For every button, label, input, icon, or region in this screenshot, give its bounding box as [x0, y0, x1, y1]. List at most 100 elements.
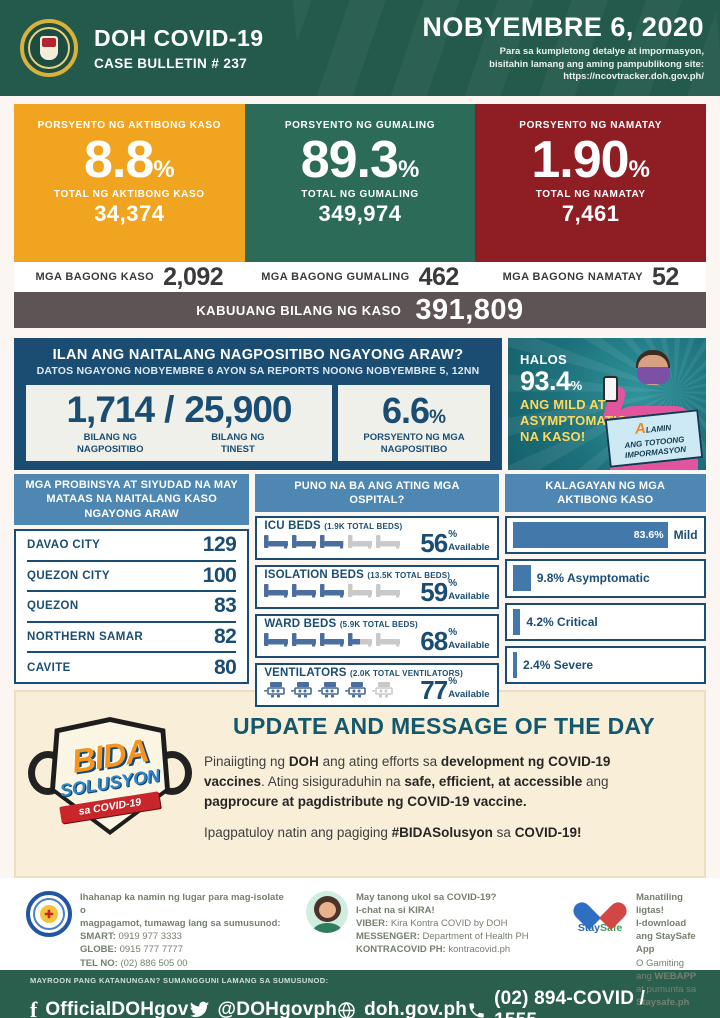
- alamin-badge: ALAMIN ANG TOTOONG IMPORMASYON: [604, 409, 704, 468]
- twitter-link[interactable]: @DOHgovph: [189, 999, 338, 1018]
- bida-solusyon-logo: BIDA SOLUSYON sa COVID-19: [26, 709, 194, 859]
- card-sublabel: TOTAL NG GUMALING: [301, 188, 419, 200]
- active-status-panel: KALAGAYAN NG MGA AKTIBONG KASO 83.6% Mil…: [504, 474, 706, 684]
- face-mask: [637, 367, 670, 384]
- staysafe-logo: StaySafe: [572, 891, 628, 970]
- globe-icon: [337, 1001, 356, 1018]
- table-row: QUEZON CITY 100: [27, 562, 237, 593]
- seal-shield-emblem: [42, 38, 56, 47]
- slash-divider: /: [164, 389, 175, 430]
- website-link[interactable]: doh.gov.ph: [337, 999, 467, 1018]
- ventilator-icons: [264, 682, 404, 700]
- availability-value: 59 % Available: [420, 577, 490, 607]
- card-sublabel: TOTAL NG NAMATAY: [535, 188, 646, 200]
- total-cases-label: KABUUANG BILANG NG KASO: [196, 302, 402, 318]
- bed-icons: [264, 584, 404, 602]
- availability-value: 56 % Available: [420, 528, 490, 558]
- one-hospital-command-logo: ✚: [26, 891, 72, 937]
- recovered-card: PORSYENTO NG GUMALING 89.3% TOTAL NG GUM…: [244, 104, 476, 262]
- hospital-capacity-header: PUNO NA BA ANG ATING MGA OSPITAL?: [255, 474, 499, 512]
- total-cases-value: 391,809: [415, 293, 524, 326]
- bulletin-title: DOH COVID-19: [94, 25, 264, 51]
- isolation-beds-row: ISOLATION BEDS (13.5K TOTAL BEDS) 59 % Av…: [255, 565, 499, 609]
- positives-tested-box: 1,714 BILANG NG NAGPOSITIBO / 25,900 BILA…: [26, 385, 332, 461]
- new-cases: MGA BAGONG KASO 2,092: [35, 262, 224, 291]
- banner-line: ANG MILD AT: [520, 396, 606, 412]
- card-subvalue: 7,461: [561, 200, 620, 226]
- icu-beds-row: ICU BEDS (1.9K TOTAL BEDS) 56 % Available: [255, 516, 499, 560]
- table-row: NORTHERN SAMAR 82: [27, 623, 237, 654]
- top-areas-panel: MGA PROBINSYA AT SIYUDAD NA MAY MATAAS N…: [14, 474, 250, 684]
- tracker-url-link[interactable]: https://ncovtracker.doh.gov.ph/: [563, 71, 704, 83]
- table-row: DAVAO CITY 129: [27, 531, 237, 562]
- total-cases-bar: KABUUANG BILANG NG KASO 391,809: [14, 292, 706, 328]
- banner-intro: HALOS: [520, 352, 567, 367]
- mild-asymptomatic-banner: HALOS 93.4% ANG MILD AT ASYMPTOMATIC NA …: [508, 338, 706, 470]
- card-label: PORSYENTO NG NAMATAY: [519, 120, 663, 131]
- top-areas-header: MGA PROBINSYA AT SIYUDAD NA MAY MATAAS N…: [14, 474, 250, 525]
- kira-channel: VIBER: Kira Kontra COVID by DOH: [356, 918, 508, 930]
- banner-line: ASYMPTOMATIC: [520, 412, 627, 428]
- header-note-line: bisitahin lamang ang aming pampublikong …: [489, 58, 704, 70]
- doh-seal-logo: [20, 19, 78, 77]
- header-note-line: Para sa kumpletong detalye at impormasyo…: [499, 45, 704, 57]
- card-sublabel: TOTAL NG AKTIBONG KASO: [54, 188, 205, 200]
- bulletin-date: NOBYEMBRE 6, 2020: [422, 11, 704, 42]
- active-status-header: KALAGAYAN NG MGA AKTIBONG KASO: [504, 474, 706, 512]
- kira-chatbot-block: May tanong ukol sa COVID-19? I-chat na s…: [306, 891, 558, 970]
- update-title: UPDATE AND MESSAGE OF THE DAY: [233, 713, 655, 740]
- new-recoveries: MGA BAGONG GUMALING 462: [261, 262, 459, 291]
- phone-illustration: [603, 376, 618, 402]
- contact-bar: MAYROON PANG KATANUNGAN? SUMANGGUNI LAMA…: [0, 970, 720, 1018]
- status-bar-asymptomatic: 9.8% Asymptomatic: [504, 559, 706, 598]
- positivity-rate-label: PORSYENTO NG MGA NAGPOSITIBO: [363, 432, 465, 455]
- footer-info: ✚ Ihahanap ka namin ng lugar para mag-is…: [0, 878, 720, 1008]
- kira-avatar: [306, 891, 348, 933]
- card-subvalue: 34,374: [94, 200, 165, 226]
- daily-counts-row: MGA BAGONG KASO 2,092 MGA BAGONG GUMALING…: [14, 262, 706, 292]
- phone-icon: [467, 1001, 486, 1018]
- card-value: 1.90%: [531, 131, 650, 189]
- deaths-card: PORSYENTO NG NAMATAY 1.90% TOTAL NG NAMA…: [475, 104, 707, 262]
- active-cases-card: PORSYENTO NG AKTIBONG KASO 8.8% TOTAL NG…: [14, 104, 245, 262]
- isolation-hotline-block: ✚ Ihahanap ka namin ng lugar para mag-is…: [26, 891, 292, 970]
- facebook-link[interactable]: f OfficialDOHgov: [30, 997, 189, 1018]
- card-label: PORSYENTO NG AKTIBONG KASO: [37, 120, 222, 131]
- staysafe-url-link[interactable]: at pumunta sa Staysafe.ph: [636, 983, 697, 1008]
- hotline-line: TEL NO: (02) 886 505 00: [80, 957, 188, 969]
- card-value: 89.3%: [300, 131, 420, 189]
- update-paragraph: Ipagpatuloy natin ang pagiging #BIDASolu…: [204, 825, 582, 841]
- positivity-panel: ILAN ANG NAITALANG NAGPOSITIBO NGAYONG A…: [14, 338, 502, 470]
- contact-bar-question: MAYROON PANG KATANUNGAN? SUMANGGUNI LAMA…: [30, 976, 329, 985]
- ventilators-row: VENTILATORS (2.0K TOTAL VENTILATORS) 77 …: [255, 663, 499, 707]
- card-subvalue: 349,974: [318, 200, 402, 226]
- table-row: QUEZON 83: [27, 592, 237, 623]
- seal-ring: [28, 27, 70, 69]
- availability-value: 68 % Available: [420, 626, 490, 656]
- bed-icons: [264, 535, 404, 553]
- hospital-capacity-panel: PUNO NA BA ANG ATING MGA OSPITAL? ICU BE…: [255, 474, 499, 707]
- status-bar-critical: 4.2% Critical: [504, 602, 706, 641]
- card-value: 8.8%: [84, 131, 175, 189]
- new-deaths: MGA BAGONG NAMATAY 52: [502, 262, 680, 291]
- positivity-rate-box: 6.6% PORSYENTO NG MGA NAGPOSITIBO: [338, 385, 490, 461]
- tested-value: 25,900: [184, 389, 292, 430]
- ward-beds-row: WARD BEDS (5.9K TOTAL BEDS) 68 % Availabl…: [255, 614, 499, 658]
- positives-label: BILANG NG NAGPOSITIBO: [77, 432, 144, 455]
- update-paragraph: Pinaiigting ng DOH ang ating efforts sa …: [204, 754, 611, 809]
- banner-percent: 93.4%: [520, 366, 582, 396]
- hotline-line: GLOBE: 0915 777 7777: [80, 944, 183, 956]
- top-areas-table: DAVAO CITY 129 QUEZON CITY 100 QUEZON 83 NO…: [14, 528, 250, 684]
- card-label: PORSYENTO NG GUMALING: [284, 120, 436, 131]
- kira-channel: KONTRACOVID PH: kontracovid.ph: [356, 944, 511, 956]
- header: DOH COVID-19 CASE BULLETIN # 237 NOBYEMB…: [0, 0, 720, 96]
- staysafe-block: StaySafe Manatiling ligtas! I-download a…: [572, 891, 700, 1008]
- kira-channel: MESSENGER: Department of Health PH: [356, 931, 529, 943]
- status-bar-severe: 2.4% Severe: [504, 645, 706, 684]
- update-message-box: BIDA SOLUSYON sa COVID-19 UPDATE AND MES…: [14, 690, 706, 878]
- tested-label: BILANG NG TINEST: [211, 432, 265, 455]
- facebook-icon: f: [30, 997, 38, 1018]
- hotline-link[interactable]: (02) 894-COVID / 1555: [467, 988, 686, 1018]
- status-bar-mild: 83.6% Mild: [504, 516, 706, 555]
